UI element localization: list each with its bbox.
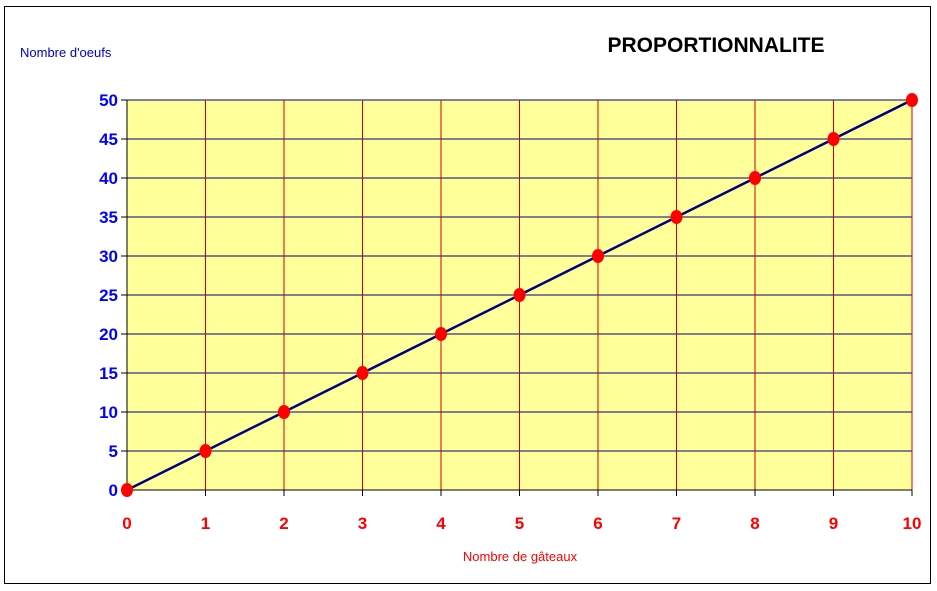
x-tick-label: 8 [750,514,759,533]
data-point [121,483,133,497]
data-point [356,366,369,380]
data-point [749,171,761,185]
y-tick-label: 40 [99,169,118,188]
data-point [513,288,526,302]
data-point [827,132,840,146]
y-tick-label: 5 [109,442,118,461]
x-tick-label: 5 [515,514,524,533]
y-tick-label: 10 [99,403,118,422]
x-axis-title: Nombre de gâteaux [463,549,578,564]
data-point [435,327,447,341]
chart-title: PROPORTIONNALITE [607,34,824,57]
data-point [199,444,212,458]
x-tick-label: 4 [436,514,446,533]
x-tick-label: 2 [279,514,288,533]
y-axis-title: Nombre d'oeufs [20,45,112,60]
y-tick-label: 0 [109,481,118,500]
y-tick-label: 25 [99,286,118,305]
data-point [670,210,683,224]
data-point [278,405,290,419]
y-tick-label: 20 [99,325,118,344]
y-tick-label: 50 [99,91,118,110]
y-tick-label: 45 [99,130,118,149]
x-tick-label: 0 [122,514,131,533]
x-tick-label: 9 [829,514,838,533]
x-tick-label: 10 [903,514,922,533]
x-tick-label: 3 [358,514,367,533]
x-tick-label: 1 [201,514,210,533]
data-point [906,93,918,107]
data-point [592,249,604,263]
x-tick-label: 7 [672,514,681,533]
y-tick-label: 35 [99,208,118,227]
y-tick-label: 30 [99,247,118,266]
x-tick-label: 6 [593,514,602,533]
y-tick-label: 15 [99,364,118,383]
